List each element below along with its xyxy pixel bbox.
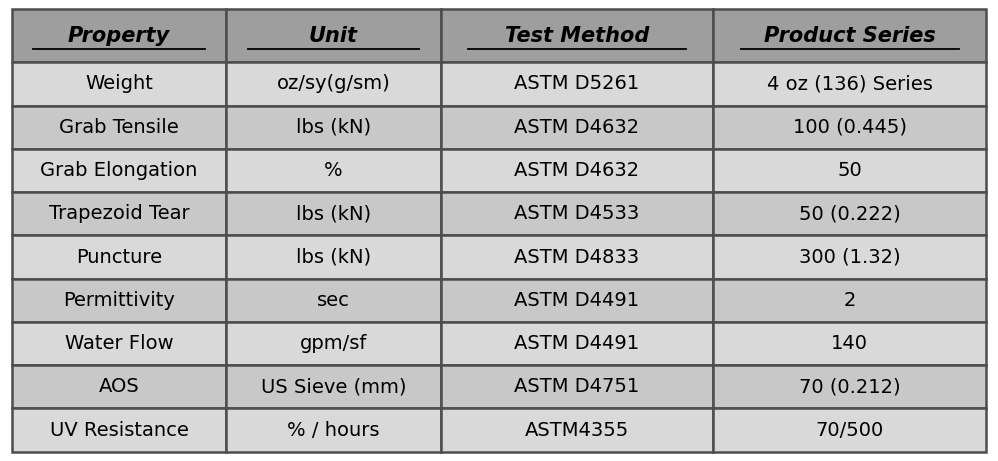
Text: ASTM D4632: ASTM D4632 <box>514 118 640 136</box>
Text: UV Resistance: UV Resistance <box>50 420 189 440</box>
Bar <box>227 365 440 408</box>
Text: 50 (0.222): 50 (0.222) <box>798 204 900 223</box>
Bar <box>440 62 714 106</box>
Text: lbs (kN): lbs (kN) <box>295 248 371 266</box>
Bar <box>12 365 227 408</box>
Bar <box>440 236 714 278</box>
Text: % / hours: % / hours <box>287 420 379 440</box>
Text: US Sieve (mm): US Sieve (mm) <box>260 378 406 396</box>
Bar <box>227 236 440 278</box>
Text: ASTM D4533: ASTM D4533 <box>514 204 640 223</box>
Text: 50: 50 <box>837 161 862 180</box>
Bar <box>714 149 986 192</box>
Text: ASTM D4491: ASTM D4491 <box>514 334 640 353</box>
Text: AOS: AOS <box>99 378 140 396</box>
Bar <box>440 322 714 365</box>
Text: Permittivity: Permittivity <box>63 291 175 310</box>
Text: 70/500: 70/500 <box>815 420 884 440</box>
Bar <box>227 9 440 62</box>
Text: Trapezoid Tear: Trapezoid Tear <box>49 204 190 223</box>
Text: ASTM D4632: ASTM D4632 <box>514 161 640 180</box>
Bar <box>12 322 227 365</box>
Text: Grab Elongation: Grab Elongation <box>41 161 198 180</box>
Text: Weight: Weight <box>85 74 153 94</box>
Text: Test Method: Test Method <box>505 26 649 46</box>
Text: 70 (0.212): 70 (0.212) <box>798 378 900 396</box>
Bar <box>714 365 986 408</box>
Text: ASTM D5261: ASTM D5261 <box>514 74 640 94</box>
Bar <box>714 236 986 278</box>
Bar <box>440 192 714 236</box>
Text: %: % <box>324 161 342 180</box>
Bar <box>440 9 714 62</box>
Bar <box>12 149 227 192</box>
Text: lbs (kN): lbs (kN) <box>295 204 371 223</box>
Text: Grab Tensile: Grab Tensile <box>59 118 179 136</box>
Bar <box>12 9 227 62</box>
Bar <box>440 106 714 149</box>
Bar <box>227 278 440 322</box>
Bar <box>714 322 986 365</box>
Bar <box>227 149 440 192</box>
Text: Water Flow: Water Flow <box>65 334 174 353</box>
Text: 100 (0.445): 100 (0.445) <box>792 118 906 136</box>
Bar <box>440 408 714 452</box>
Bar <box>227 62 440 106</box>
Text: 140: 140 <box>831 334 868 353</box>
Text: gpm/sf: gpm/sf <box>299 334 367 353</box>
Text: ASTM D4833: ASTM D4833 <box>514 248 640 266</box>
Bar <box>12 106 227 149</box>
Bar <box>227 192 440 236</box>
Bar <box>12 278 227 322</box>
Bar <box>714 408 986 452</box>
Bar <box>12 236 227 278</box>
Text: Product Series: Product Series <box>763 26 935 46</box>
Bar <box>12 408 227 452</box>
Text: Unit: Unit <box>309 26 358 46</box>
Text: Puncture: Puncture <box>76 248 163 266</box>
Text: 4 oz (136) Series: 4 oz (136) Series <box>766 74 932 94</box>
Text: ASTM4355: ASTM4355 <box>525 420 629 440</box>
Bar <box>227 322 440 365</box>
Bar <box>440 365 714 408</box>
Bar <box>714 62 986 106</box>
Bar <box>714 192 986 236</box>
Bar <box>12 62 227 106</box>
Bar <box>714 9 986 62</box>
Bar <box>440 149 714 192</box>
Text: ASTM D4491: ASTM D4491 <box>514 291 640 310</box>
Text: oz/sy(g/sm): oz/sy(g/sm) <box>276 74 390 94</box>
Bar <box>227 408 440 452</box>
Text: ASTM D4751: ASTM D4751 <box>514 378 640 396</box>
Text: 300 (1.32): 300 (1.32) <box>798 248 900 266</box>
Text: lbs (kN): lbs (kN) <box>295 118 371 136</box>
Bar <box>440 278 714 322</box>
Text: Property: Property <box>68 26 171 46</box>
Bar <box>227 106 440 149</box>
Bar <box>714 278 986 322</box>
Text: sec: sec <box>317 291 350 310</box>
Text: 2: 2 <box>843 291 856 310</box>
Bar <box>714 106 986 149</box>
Bar <box>12 192 227 236</box>
